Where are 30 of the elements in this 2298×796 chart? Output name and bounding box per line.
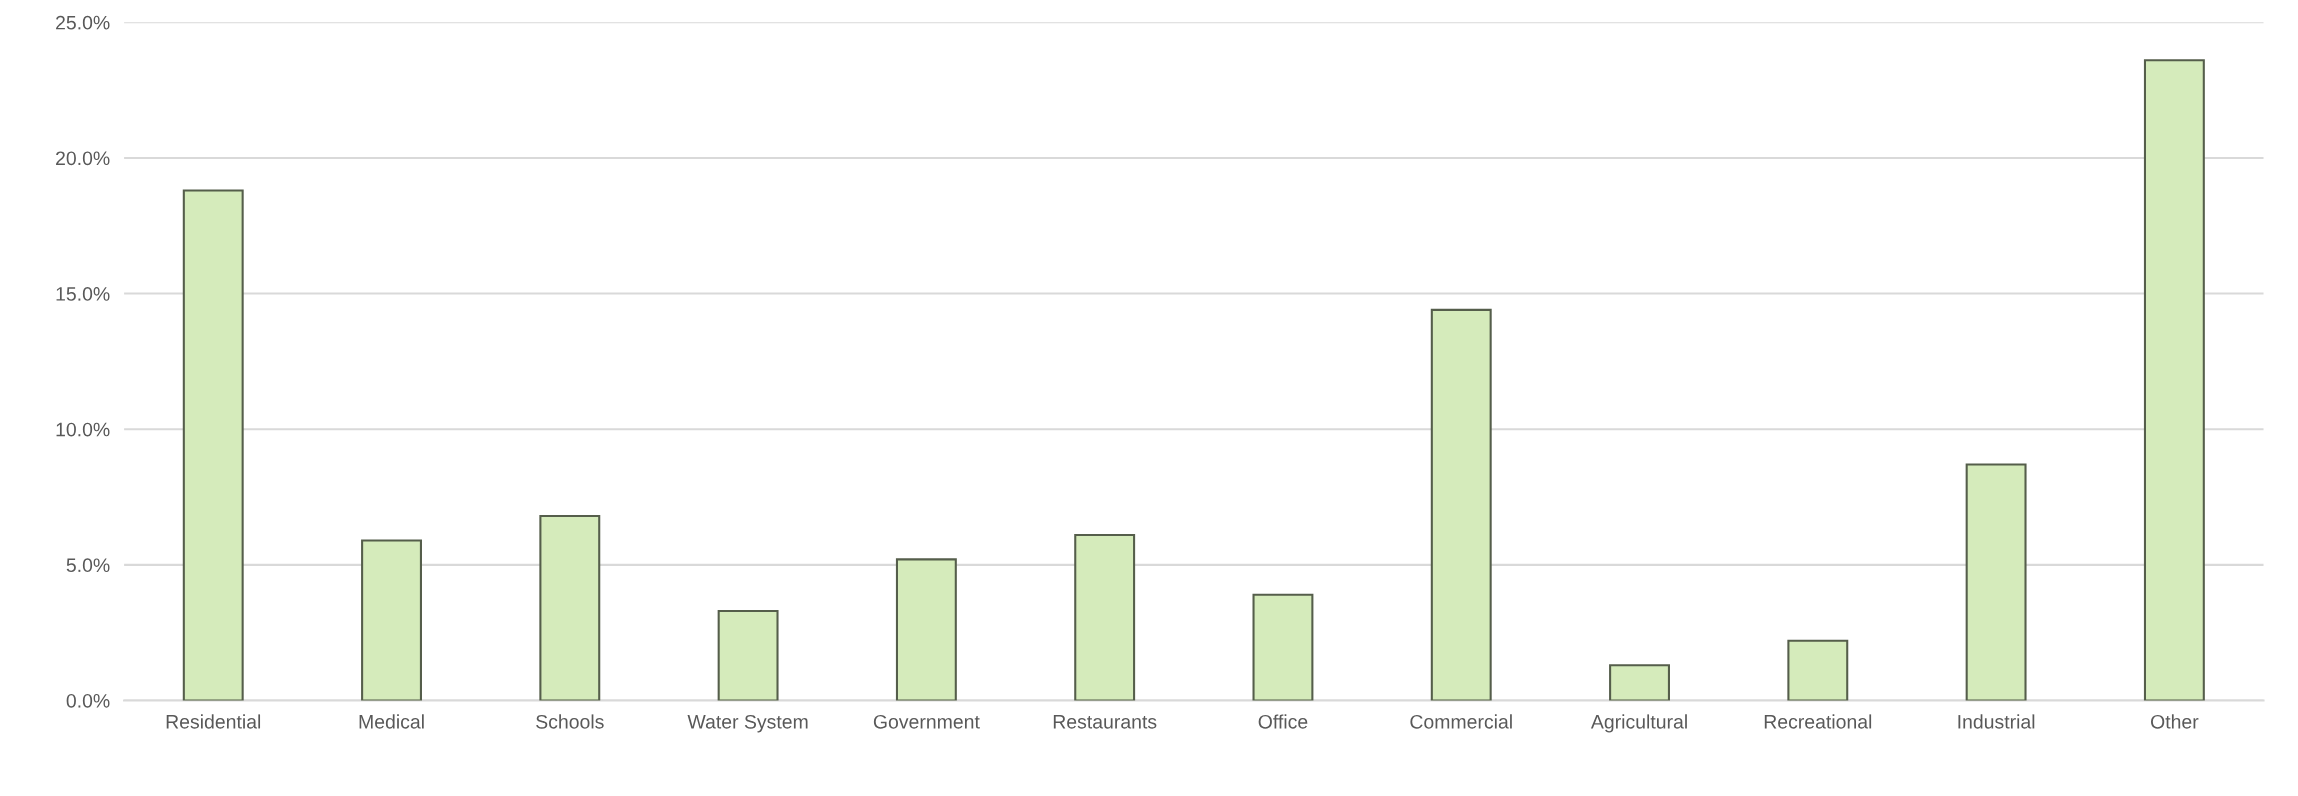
y-tick-label: 20.0% [56, 151, 110, 166]
bar [895, 558, 957, 701]
bar [539, 514, 601, 701]
x-tick-label: Government [873, 714, 980, 729]
x-tick-label: Schools [536, 714, 604, 729]
x-tick-label: Other [2150, 714, 2199, 729]
y-tick-label: 0.0% [66, 693, 110, 708]
x-tick-label: Agricultural [1590, 714, 1687, 733]
x-tick-label: Recreational [1764, 714, 1872, 729]
bar [717, 609, 779, 701]
x-tick-label: Restaurants [1053, 715, 1157, 729]
bar [182, 189, 244, 701]
y-tick-label: 15.0% [56, 287, 110, 301]
x-tick-label: Water System [687, 714, 808, 733]
x-tick-label: Residential [166, 714, 261, 729]
bar [1252, 593, 1314, 701]
y-tick-label: 10.0% [56, 422, 110, 437]
y-tick-label: 5.0% [66, 558, 110, 573]
bar [361, 539, 422, 701]
y-tick-label: 25.0% [56, 15, 110, 30]
bar [1074, 533, 1136, 701]
bar [1787, 639, 1849, 701]
bar [1430, 308, 1492, 701]
bar [2143, 59, 2205, 701]
x-tick-label: Industrial [1958, 714, 2035, 729]
bar [1965, 463, 2027, 701]
x-tick-label: Commercial [1410, 714, 1512, 729]
x-tick-label: Medical [359, 714, 424, 729]
bar [1609, 664, 1670, 701]
x-tick-label: Office [1258, 714, 1308, 729]
